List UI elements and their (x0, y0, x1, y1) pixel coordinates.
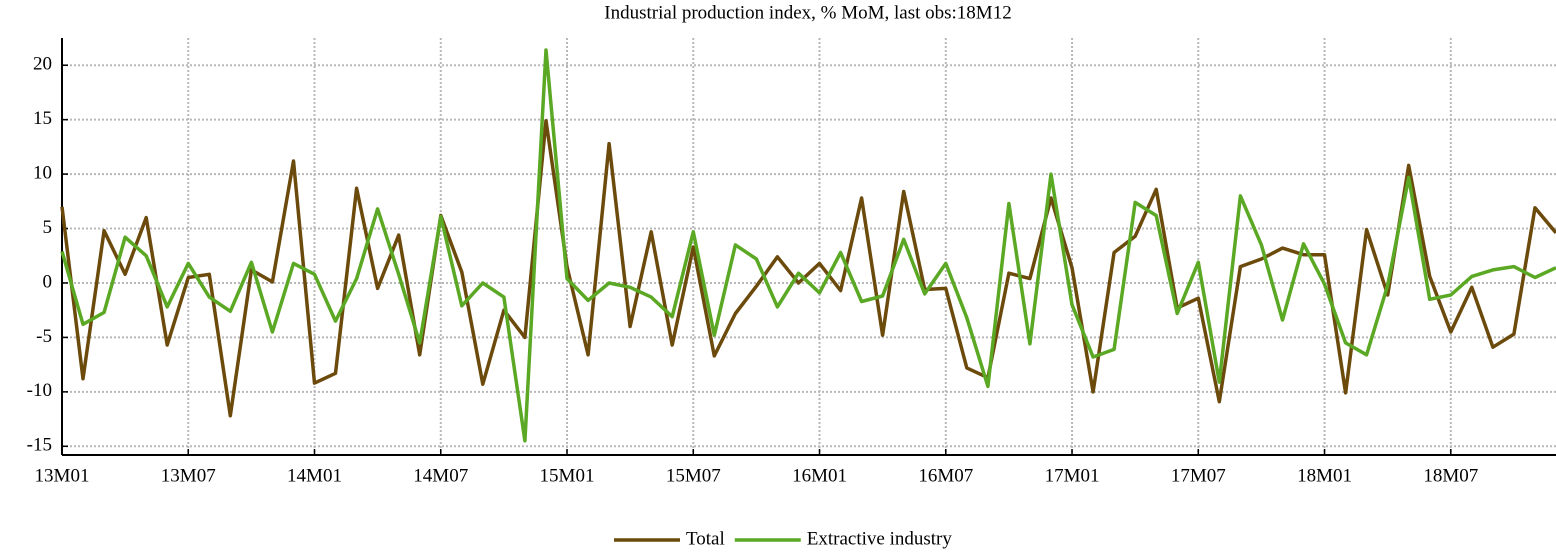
y-tick-label: -5 (36, 326, 52, 347)
x-tick-label: 13M07 (161, 465, 216, 486)
legend-label: Extractive industry (807, 528, 953, 549)
y-tick-label: -10 (27, 380, 52, 401)
x-tick-label: 18M01 (1297, 465, 1352, 486)
y-tick-label: -15 (27, 435, 52, 456)
y-tick-label: 15 (33, 108, 52, 129)
x-tick-label: 14M07 (413, 465, 468, 486)
y-tick-label: 10 (33, 162, 52, 183)
chart-title: Industrial production index, % MoM, last… (604, 2, 1011, 23)
data-line (60, 118, 1556, 418)
x-tick-label: 15M07 (666, 465, 721, 486)
y-tick-label: 5 (43, 217, 53, 238)
x-tick-label: 14M01 (287, 465, 342, 486)
y-tick-label: 0 (43, 271, 53, 292)
y-tick-label: 20 (33, 54, 52, 75)
x-tick-label: 15M01 (540, 465, 595, 486)
x-tick-label: 18M07 (1423, 465, 1478, 486)
data-line (60, 48, 1556, 443)
x-tick-label: 17M01 (1045, 465, 1100, 486)
x-tick-label: 16M07 (918, 465, 973, 486)
legend-label: Total (686, 528, 725, 549)
x-tick-label: 16M01 (792, 465, 847, 486)
x-tick-label: 17M07 (1171, 465, 1226, 486)
x-tick-label: 13M01 (35, 465, 90, 486)
